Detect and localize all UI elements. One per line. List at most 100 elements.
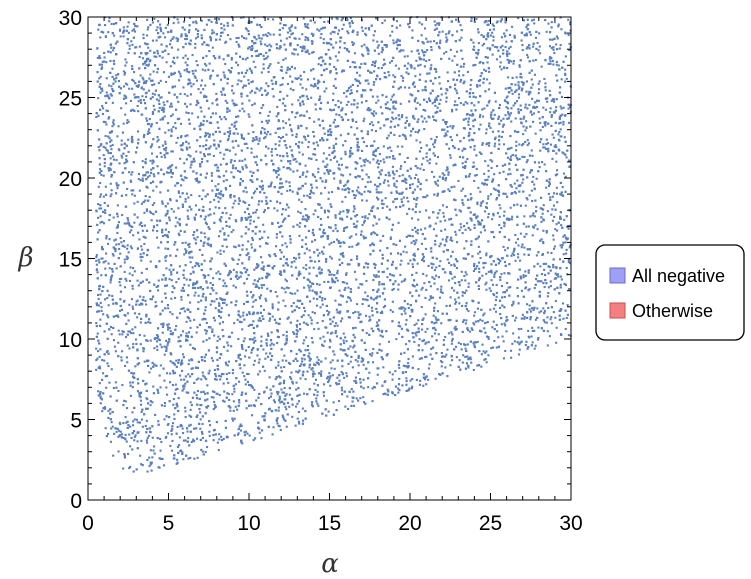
scatter-point: [97, 297, 100, 300]
scatter-point: [391, 24, 394, 27]
scatter-point: [520, 289, 523, 292]
scatter-point: [510, 146, 513, 149]
scatter-point: [375, 188, 378, 191]
scatter-point: [326, 375, 329, 378]
scatter-point: [363, 117, 366, 120]
scatter-point: [204, 306, 207, 309]
scatter-point: [392, 107, 395, 110]
scatter-point: [186, 94, 189, 97]
scatter-point: [348, 87, 351, 90]
scatter-point: [222, 71, 225, 74]
scatter-point: [371, 352, 374, 355]
scatter-point: [208, 430, 211, 433]
scatter-point: [402, 306, 405, 309]
scatter-point: [338, 168, 341, 171]
scatter-point: [125, 421, 128, 424]
scatter-point: [410, 50, 413, 53]
scatter-point: [315, 186, 318, 189]
scatter-point: [518, 157, 521, 160]
scatter-point: [382, 306, 385, 309]
scatter-point: [257, 264, 260, 267]
scatter-point: [280, 192, 283, 195]
scatter-point: [266, 275, 269, 278]
scatter-point: [306, 97, 309, 100]
scatter-point: [433, 146, 436, 149]
scatter-point: [301, 239, 304, 242]
scatter-point: [268, 43, 271, 46]
scatter-point: [464, 355, 467, 358]
scatter-point: [345, 340, 348, 343]
scatter-point: [322, 152, 325, 155]
scatter-point: [552, 238, 555, 241]
scatter-point: [389, 146, 392, 149]
scatter-point: [203, 232, 206, 235]
scatter-point: [189, 375, 192, 378]
scatter-point: [244, 378, 247, 381]
scatter-point: [445, 121, 448, 124]
scatter-point: [499, 207, 502, 210]
scatter-point: [214, 112, 217, 115]
scatter-point: [312, 50, 315, 53]
scatter-point: [146, 43, 149, 46]
scatter-point: [131, 171, 134, 174]
scatter-point: [214, 17, 217, 20]
scatter-point: [495, 323, 498, 326]
scatter-point: [468, 95, 471, 98]
scatter-point: [462, 136, 465, 139]
scatter-point: [480, 365, 483, 368]
scatter-point: [124, 113, 127, 116]
scatter-point: [358, 175, 361, 178]
scatter-point: [95, 256, 98, 259]
scatter-point: [152, 189, 155, 192]
scatter-point: [331, 374, 334, 377]
scatter-point: [112, 123, 115, 126]
scatter-point: [291, 382, 294, 385]
scatter-point: [214, 194, 217, 197]
scatter-point: [176, 445, 179, 448]
scatter-point: [536, 307, 539, 310]
scatter-point: [291, 292, 294, 295]
scatter-point: [191, 54, 194, 57]
scatter-point: [330, 257, 333, 260]
scatter-point: [118, 29, 121, 32]
scatter-point: [243, 84, 246, 87]
scatter-point: [138, 189, 141, 192]
scatter-point: [175, 281, 178, 284]
scatter-point: [511, 252, 514, 255]
scatter-point: [424, 330, 427, 333]
scatter-point: [492, 346, 495, 349]
scatter-point: [230, 66, 233, 69]
scatter-point: [445, 33, 448, 36]
scatter-point: [189, 326, 192, 329]
scatter-point: [511, 215, 514, 218]
scatter-point: [170, 433, 173, 436]
scatter-point: [459, 223, 462, 226]
scatter-point: [211, 29, 214, 32]
scatter-point: [550, 99, 553, 102]
scatter-point: [96, 357, 99, 360]
scatter-point: [187, 31, 190, 34]
scatter-point: [410, 66, 413, 69]
scatter-point: [336, 18, 339, 21]
scatter-point: [294, 158, 297, 161]
scatter-point: [166, 423, 169, 426]
scatter-point: [133, 221, 136, 224]
scatter-point: [244, 349, 247, 352]
scatter-point: [287, 287, 290, 290]
scatter-point: [552, 204, 555, 207]
scatter-point: [253, 336, 256, 339]
scatter-point: [246, 372, 249, 375]
scatter-point: [128, 279, 131, 282]
scatter-point: [304, 38, 307, 41]
scatter-point: [555, 326, 558, 329]
scatter-point: [200, 110, 203, 113]
scatter-point: [559, 128, 562, 131]
scatter-point: [386, 205, 389, 208]
scatter-point: [289, 292, 292, 295]
scatter-point: [377, 147, 380, 150]
scatter-point: [344, 405, 347, 408]
scatter-point: [278, 395, 281, 398]
scatter-point: [376, 373, 379, 376]
scatter-point: [409, 259, 412, 262]
scatter-point: [278, 16, 281, 19]
